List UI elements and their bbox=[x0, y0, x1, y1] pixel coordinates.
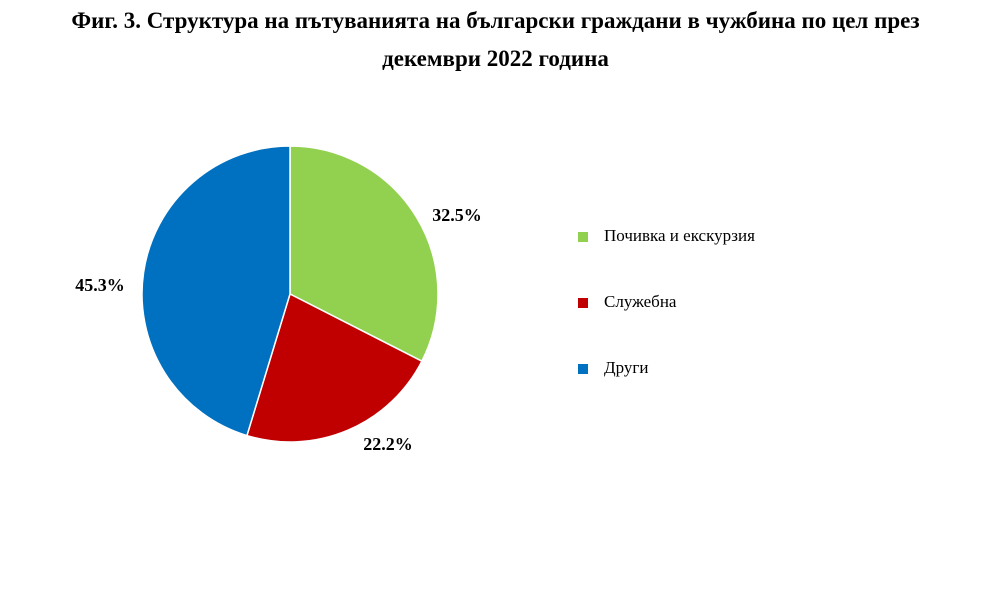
pie-slice bbox=[245, 292, 423, 443]
data-label: 22.2% bbox=[363, 434, 413, 454]
legend-swatch bbox=[578, 364, 588, 374]
data-label: 32.5% bbox=[432, 205, 482, 225]
legend-label: Служебна bbox=[604, 292, 677, 311]
data-label: 45.3% bbox=[75, 275, 125, 295]
legend-label: Почивка и екскурзия bbox=[604, 226, 755, 245]
legend-swatch bbox=[578, 232, 588, 242]
legend-label: Други bbox=[604, 358, 648, 377]
chart-title: Фиг. 3. Структура на пътуванията на бълг… bbox=[71, 8, 920, 71]
pie-slice bbox=[289, 145, 439, 363]
pie-slice bbox=[141, 145, 291, 437]
legend-swatch bbox=[578, 298, 588, 308]
